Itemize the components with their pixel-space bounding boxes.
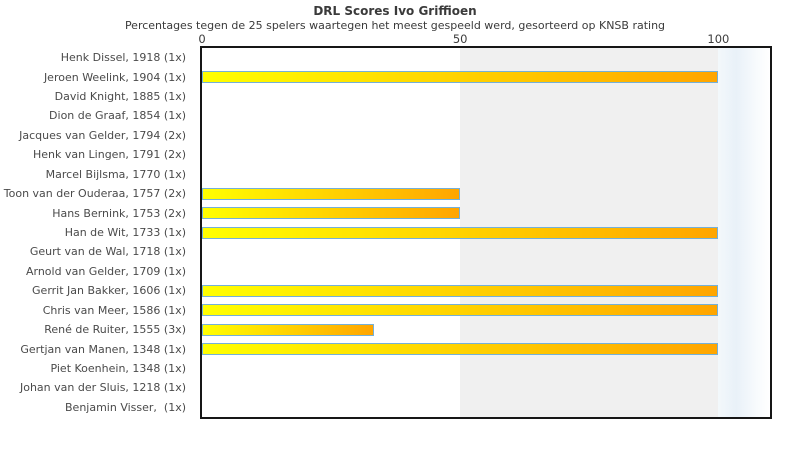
bar-row xyxy=(202,203,770,222)
score-bar xyxy=(202,304,719,317)
bar-row xyxy=(202,223,770,242)
player-label: Henk Dissel, 1918 (1x) xyxy=(60,51,186,65)
player-label: Johan van der Sluis, 1218 (1x) xyxy=(19,381,186,395)
player-label: David Knight, 1885 (1x) xyxy=(54,90,186,104)
player-label: Toon van der Ouderaa, 1757 (2x) xyxy=(3,187,186,201)
bar-row xyxy=(202,48,770,67)
score-bar xyxy=(202,284,719,297)
score-bar xyxy=(202,187,461,200)
labels-column: Henk Dissel, 1918 (1x) Jeroen Weelink, 19… xyxy=(0,48,193,417)
fade-band xyxy=(718,48,770,417)
bar-row xyxy=(202,378,770,397)
axis-tick-label: 0 xyxy=(198,32,206,46)
player-label: Arnold van Gelder, 1709 (1x) xyxy=(25,264,186,278)
player-label: Gertjan van Manen, 1348 (1x) xyxy=(20,342,186,356)
bar-row xyxy=(202,165,770,184)
player-label: Jeroen Weelink, 1904 (1x) xyxy=(43,70,186,84)
bar-row xyxy=(202,87,770,106)
bar-row xyxy=(202,67,770,86)
bar-row xyxy=(202,242,770,261)
bar-row xyxy=(202,126,770,145)
bar-row xyxy=(202,184,770,203)
axis-tick-label: 50 xyxy=(452,32,468,46)
player-label: Geurt van de Wal, 1718 (1x) xyxy=(29,245,186,259)
score-bar xyxy=(202,226,719,239)
bar-row xyxy=(202,300,770,319)
bar-row xyxy=(202,145,770,164)
player-label: Dion de Graaf, 1854 (1x) xyxy=(49,109,186,123)
axis-tick-label: 100 xyxy=(707,32,730,46)
score-bar xyxy=(202,343,719,356)
player-label: René de Ruiter, 1555 (3x) xyxy=(44,323,186,337)
plot-area xyxy=(200,46,772,419)
player-label: Jacques van Gelder, 1794 (2x) xyxy=(19,128,186,142)
player-label: Piet Koenhein, 1348 (1x) xyxy=(50,361,186,375)
chart-subtitle: Percentages tegen de 25 spelers waartege… xyxy=(124,19,666,32)
bar-row xyxy=(202,320,770,339)
bar-row xyxy=(202,262,770,281)
player-label: Henk van Lingen, 1791 (2x) xyxy=(32,148,186,162)
bar-row xyxy=(202,359,770,378)
score-bar xyxy=(202,71,719,84)
bar-rows xyxy=(202,48,770,417)
chart-title: DRL Scores Ivo Griffioen xyxy=(313,4,477,18)
score-bar xyxy=(202,323,374,336)
player-label: Benjamin Visser, (1x) xyxy=(65,400,186,414)
bar-row xyxy=(202,281,770,300)
player-label: Han de Wit, 1733 (1x) xyxy=(64,226,186,239)
bar-row xyxy=(202,106,770,125)
player-label: Marcel Bijlsma, 1770 (1x) xyxy=(45,167,186,181)
player-label: Chris van Meer, 1586 (1x) xyxy=(42,303,186,317)
bar-row xyxy=(202,398,770,417)
score-bar xyxy=(202,207,461,220)
player-label: Hans Bernink, 1753 (2x) xyxy=(52,206,186,220)
x-axis: 0 50 100 xyxy=(0,32,790,46)
player-label: Gerrit Jan Bakker, 1606 (1x) xyxy=(32,284,186,298)
bar-row xyxy=(202,339,770,358)
